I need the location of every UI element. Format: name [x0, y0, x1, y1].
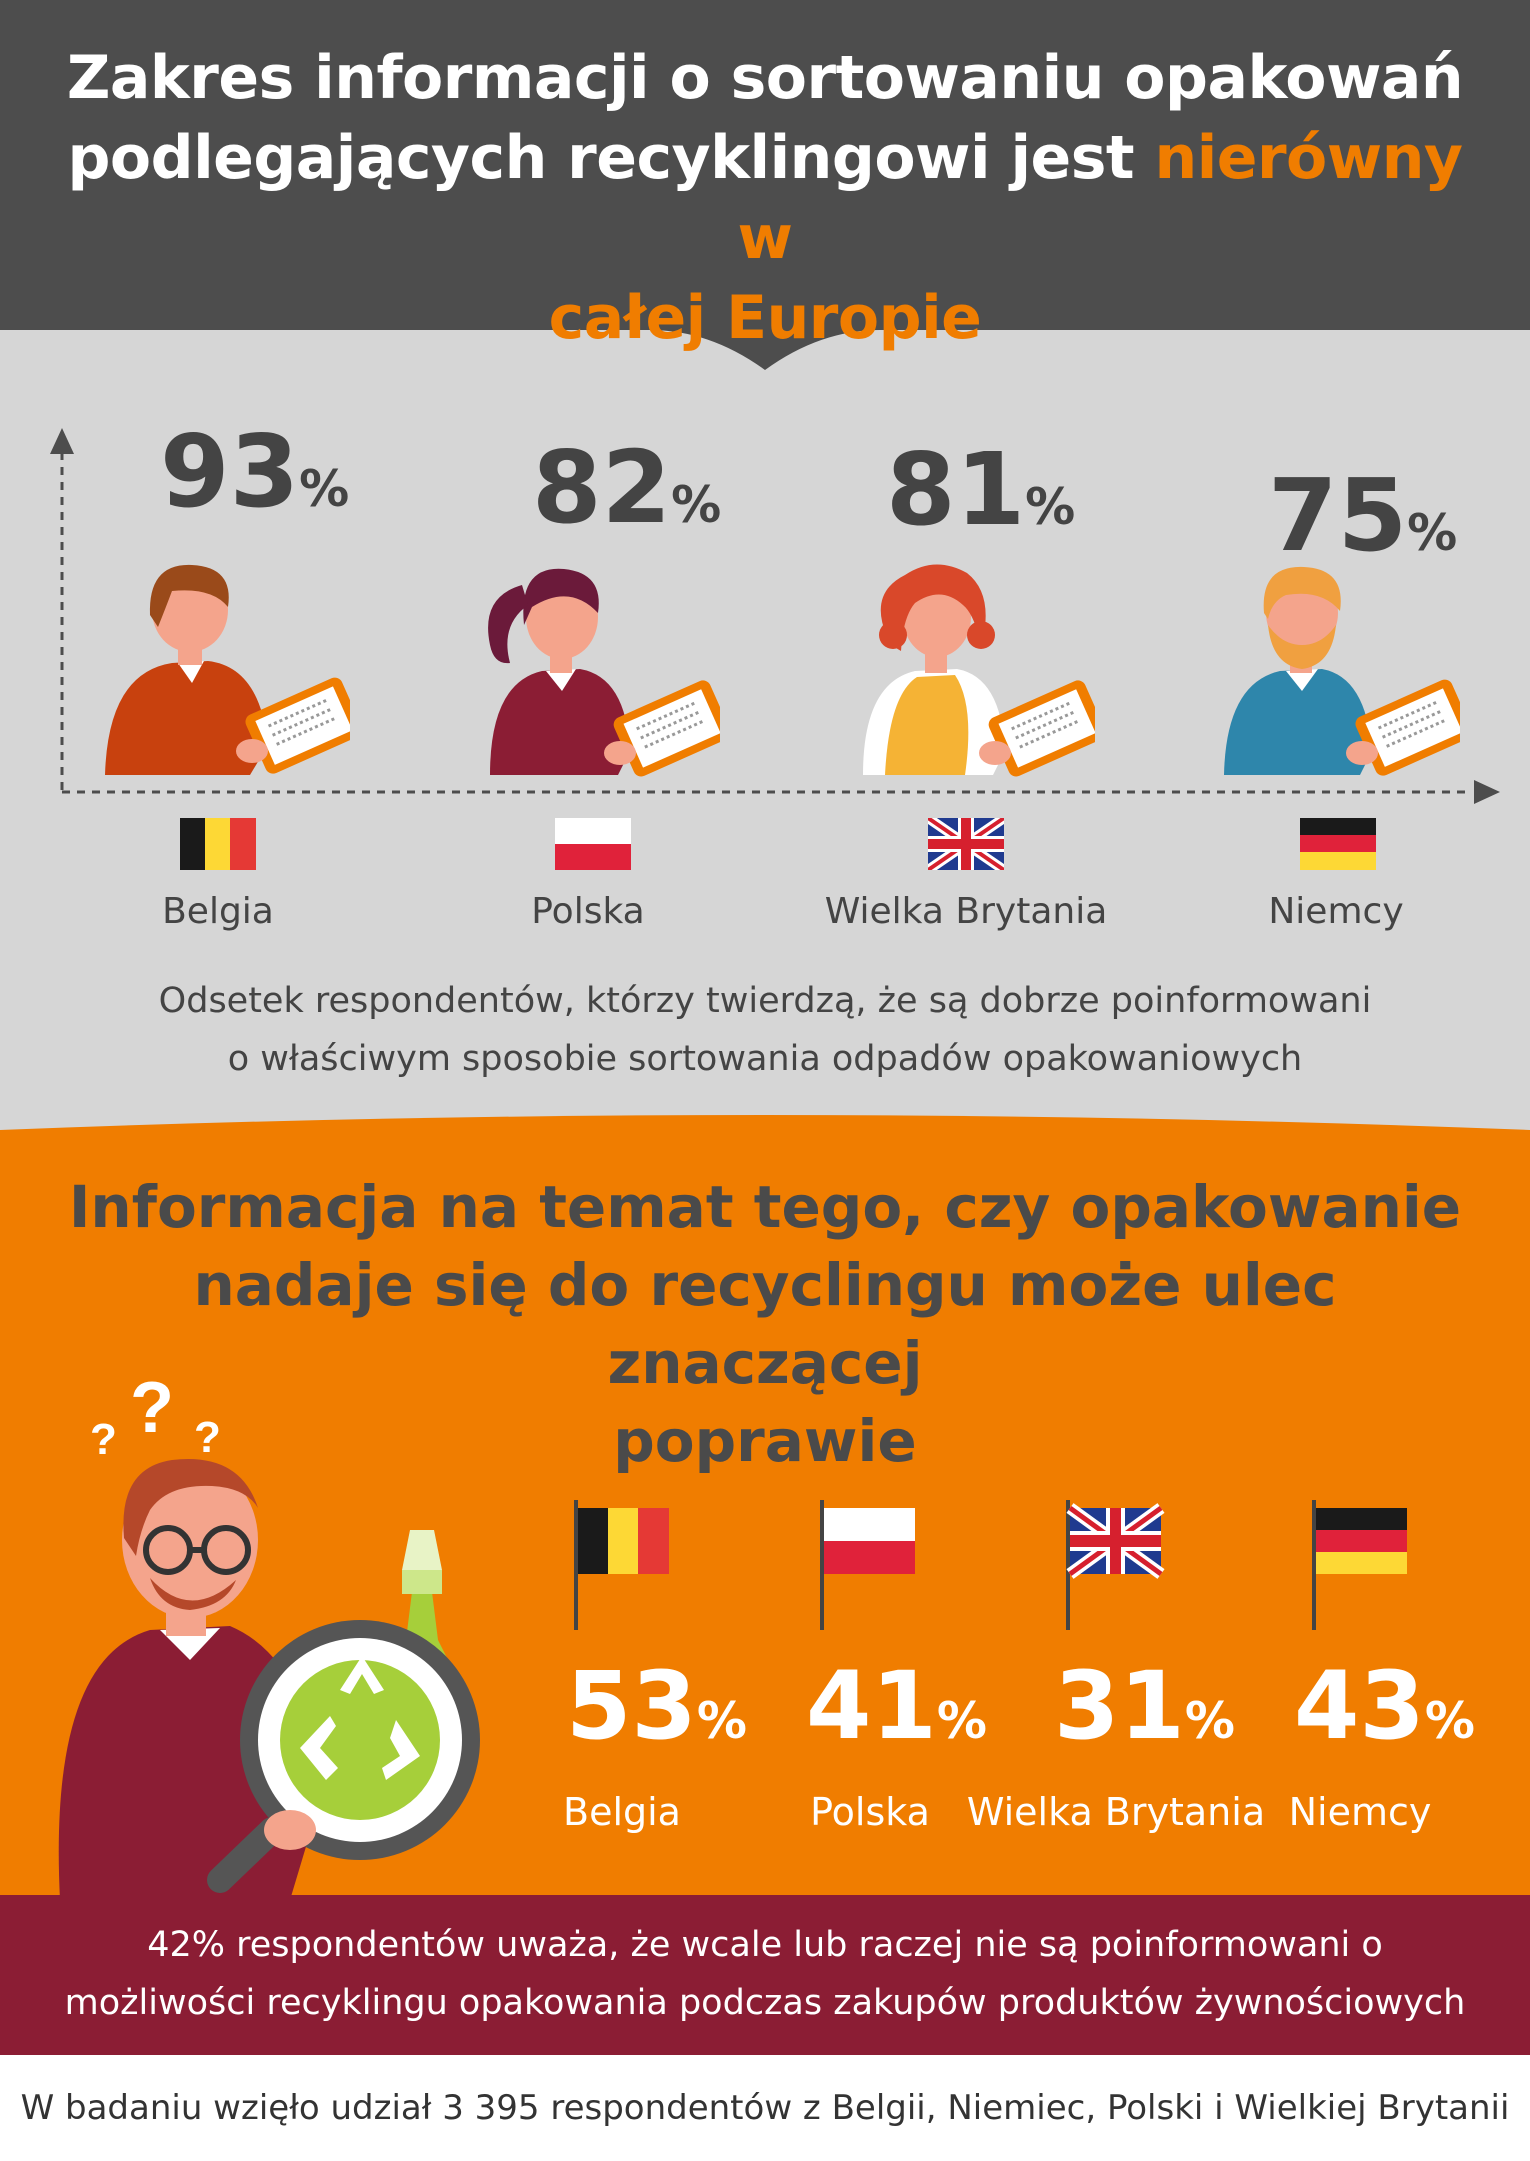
germany-flag-icon [1312, 1500, 1407, 1630]
chart-caption: Odsetek respondentów, którzy twierdzą, ż… [158, 981, 1372, 1079]
value-label-niemcy-2: 43% [1294, 1652, 1475, 1761]
category-label-polska: Polska [531, 891, 645, 932]
question-mark-icon: ? [130, 1368, 174, 1448]
section-heading: Informacja na temat tego, czy opakowanie… [68, 1173, 1462, 1475]
title-highlight-2: całej Europie [548, 283, 982, 353]
person-belgia-icon [105, 564, 350, 775]
category-label-belgia-2: Belgia [563, 1790, 681, 1834]
value-label-niemcy: 75% [1268, 457, 1458, 574]
chart-axes [50, 428, 1500, 804]
title-line-2: podlegających recyklingowi jest [67, 123, 1135, 193]
value-label-wielka-brytania: 81% [886, 431, 1076, 548]
value-label-belgia: 93% [160, 413, 350, 530]
value-label-polska-2: 41% [806, 1652, 987, 1761]
category-label-belgia: Belgia [162, 891, 274, 932]
person-niemcy-icon [1224, 566, 1460, 776]
poland-flag-icon [555, 818, 631, 870]
germany-flag-icon [1300, 818, 1376, 870]
category-label-polska-2: Polska [810, 1790, 930, 1834]
uk-flag-icon [1066, 1500, 1165, 1630]
value-label-belgia-2: 53% [566, 1652, 747, 1761]
category-label-wielka-brytania: Wielka Brytania [824, 891, 1108, 932]
person-wielka-brytania-icon [863, 564, 1095, 777]
page-title: Zakres informacji o sortowaniu opakowań … [40, 38, 1490, 358]
value-label-polska: 82% [532, 429, 722, 546]
belgium-flag-icon [574, 1500, 669, 1630]
recycle-icon [300, 1656, 420, 1780]
poland-flag-icon [820, 1500, 915, 1630]
question-mark-icon: ? [194, 1413, 221, 1462]
belgium-flag-icon [180, 818, 256, 870]
source-note: W badaniu wzięło udział 3 395 respondent… [20, 2088, 1510, 2128]
category-label-niemcy: Niemcy [1268, 891, 1404, 932]
uk-flag-icon [928, 818, 1004, 870]
category-label-wielka-brytania-2: Wielka Brytania [966, 1790, 1266, 1834]
person-polska-icon [488, 568, 720, 777]
value-label-wielka-brytania-2: 31% [1054, 1652, 1235, 1761]
footnote: 42% respondentów uważa, że wcale lub rac… [64, 1925, 1466, 2023]
title-line-1: Zakres informacji o sortowaniu opakowań [66, 43, 1464, 113]
question-mark-icon: ? [90, 1415, 117, 1464]
title-highlight: nierówny w [737, 123, 1464, 273]
category-label-niemcy-2: Niemcy [1288, 1790, 1432, 1834]
thinking-man-icon: ? ? ? [58, 1368, 480, 1900]
